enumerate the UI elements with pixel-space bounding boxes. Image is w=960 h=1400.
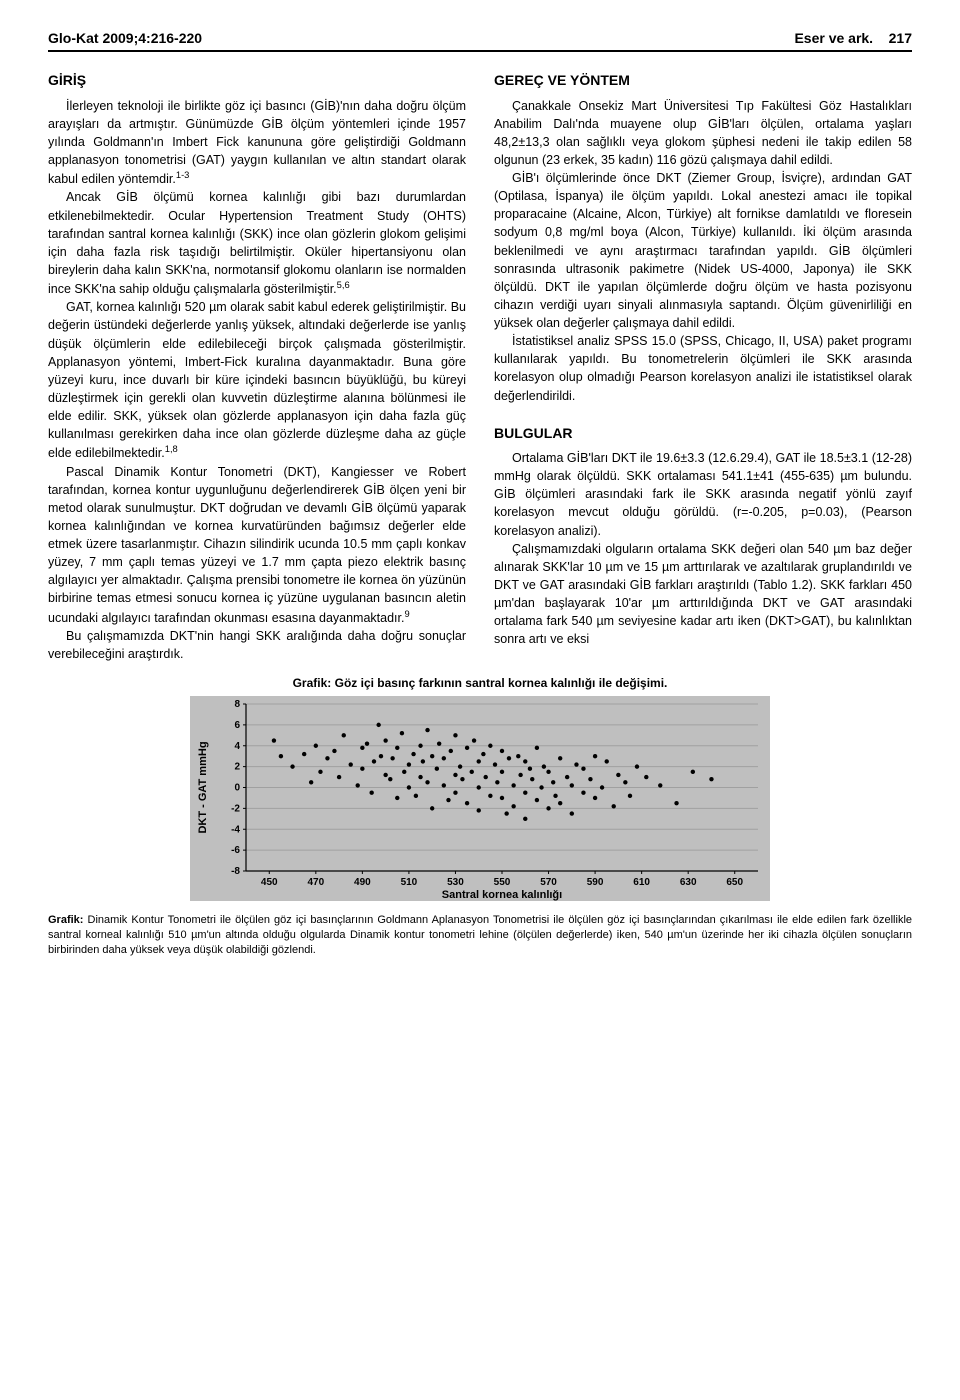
chart-caption: Grafik: Göz içi basınç farkının santral …: [48, 675, 912, 692]
svg-text:490: 490: [354, 877, 371, 888]
chart-container: -8 -6 -4 -2 0 2 4 6 8 450 470 490 510 530 550 570 590 610…: [48, 696, 912, 901]
svg-text:550: 550: [494, 877, 511, 888]
svg-text:8: 8: [234, 699, 240, 710]
svg-text:590: 590: [587, 877, 604, 888]
scatter-chart: -8 -6 -4 -2 0 2 4 6 8 450 470 490 510 530 550 570 590 610…: [190, 696, 770, 901]
para: Pascal Dinamik Kontur Tonometri (DKT), K…: [48, 463, 466, 627]
two-column-body: GİRİŞ İlerleyen teknoloji ile birlikte g…: [48, 66, 912, 663]
section-giris: GİRİŞ: [48, 70, 466, 90]
svg-text:Santral kornea kalınlığı: Santral kornea kalınlığı: [442, 889, 562, 901]
para: Çanakkale Onsekiz Mart Üniversitesi Tıp …: [494, 97, 912, 170]
authors-page: Eser ve ark. 217: [794, 28, 912, 48]
journal-ref: Glo-Kat 2009;4:216-220: [48, 28, 202, 48]
para: Bu çalışmamızda DKT'nin hangi SKK aralığ…: [48, 627, 466, 663]
svg-text:530: 530: [447, 877, 464, 888]
svg-text:4: 4: [234, 741, 240, 752]
page-header: Glo-Kat 2009;4:216-220 Eser ve ark. 217: [48, 28, 912, 52]
svg-text:650: 650: [726, 877, 743, 888]
svg-text:-4: -4: [231, 825, 240, 836]
para: GAT, kornea kalınlığı 520 µm olarak sabi…: [48, 298, 466, 462]
svg-text:610: 610: [633, 877, 650, 888]
para: İlerleyen teknoloji ile birlikte göz içi…: [48, 97, 466, 189]
svg-text:-2: -2: [231, 804, 240, 815]
svg-text:-6: -6: [231, 846, 240, 857]
para: Çalışmamızdaki olguların ortalama SKK de…: [494, 540, 912, 649]
section-gerec: GEREÇ VE YÖNTEM: [494, 70, 912, 90]
svg-text:2: 2: [234, 762, 240, 773]
section-bulgular: BULGULAR: [494, 423, 912, 443]
para: İstatistiksel analiz SPSS 15.0 (SPSS, Ch…: [494, 332, 912, 405]
para: Ancak GİB ölçümü kornea kalınlığı gibi b…: [48, 188, 466, 298]
chart-footnote: Grafik: Dinamik Kontur Tonometri ile ölç…: [48, 913, 912, 958]
svg-text:570: 570: [540, 877, 557, 888]
svg-text:510: 510: [401, 877, 418, 888]
svg-text:470: 470: [307, 877, 324, 888]
svg-text:-8: -8: [231, 866, 240, 877]
para: Ortalama GİB'ları DKT ile 19.6±3.3 (12.6…: [494, 449, 912, 540]
svg-text:DKT - GAT mmHg: DKT - GAT mmHg: [197, 742, 209, 834]
svg-text:630: 630: [680, 877, 697, 888]
right-column: GEREÇ VE YÖNTEM Çanakkale Onsekiz Mart Ü…: [494, 66, 912, 663]
para: GİB'ı ölçümlerinde önce DKT (Ziemer Grou…: [494, 169, 912, 332]
left-column: GİRİŞ İlerleyen teknoloji ile birlikte g…: [48, 66, 466, 663]
svg-text:450: 450: [261, 877, 278, 888]
svg-text:6: 6: [234, 720, 240, 731]
svg-text:0: 0: [234, 783, 240, 794]
